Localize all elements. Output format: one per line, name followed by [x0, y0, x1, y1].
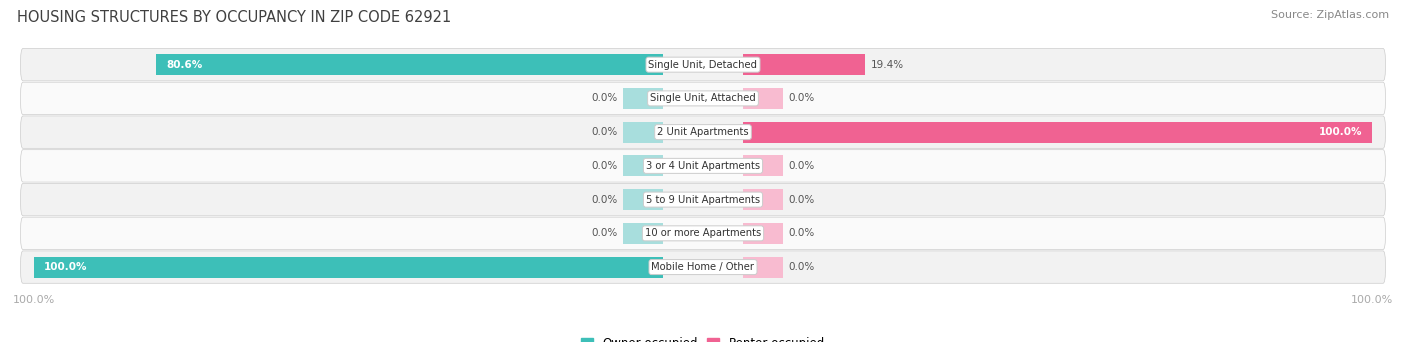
Bar: [34, 256, 662, 278]
Text: 3 or 4 Unit Apartments: 3 or 4 Unit Apartments: [645, 161, 761, 171]
Text: Single Unit, Detached: Single Unit, Detached: [648, 60, 758, 70]
FancyBboxPatch shape: [21, 116, 1385, 148]
Text: HOUSING STRUCTURES BY OCCUPANCY IN ZIP CODE 62921: HOUSING STRUCTURES BY OCCUPANCY IN ZIP C…: [17, 10, 451, 25]
Bar: [744, 256, 783, 278]
FancyBboxPatch shape: [21, 82, 1385, 115]
Text: 10 or more Apartments: 10 or more Apartments: [645, 228, 761, 238]
Bar: [744, 122, 1372, 143]
Bar: [156, 54, 662, 75]
Legend: Owner-occupied, Renter-occupied: Owner-occupied, Renter-occupied: [576, 332, 830, 342]
Text: 0.0%: 0.0%: [789, 93, 815, 103]
FancyBboxPatch shape: [21, 150, 1385, 182]
Text: 0.0%: 0.0%: [789, 228, 815, 238]
Bar: [744, 54, 865, 75]
FancyBboxPatch shape: [21, 217, 1385, 250]
Bar: [744, 223, 783, 244]
Text: 0.0%: 0.0%: [591, 195, 617, 205]
Text: 2 Unit Apartments: 2 Unit Apartments: [657, 127, 749, 137]
FancyBboxPatch shape: [21, 49, 1385, 81]
Bar: [623, 88, 662, 109]
Text: Source: ZipAtlas.com: Source: ZipAtlas.com: [1271, 10, 1389, 20]
Bar: [623, 223, 662, 244]
Text: 5 to 9 Unit Apartments: 5 to 9 Unit Apartments: [645, 195, 761, 205]
Bar: [623, 189, 662, 210]
Bar: [744, 88, 783, 109]
Text: 0.0%: 0.0%: [591, 93, 617, 103]
FancyBboxPatch shape: [21, 251, 1385, 283]
Text: 100.0%: 100.0%: [1319, 127, 1362, 137]
Bar: [623, 122, 662, 143]
Text: 100.0%: 100.0%: [44, 262, 87, 272]
FancyBboxPatch shape: [21, 183, 1385, 216]
Text: 0.0%: 0.0%: [789, 195, 815, 205]
Text: 0.0%: 0.0%: [591, 228, 617, 238]
Bar: [744, 155, 783, 176]
Text: 0.0%: 0.0%: [789, 262, 815, 272]
Text: 0.0%: 0.0%: [789, 161, 815, 171]
Bar: [744, 189, 783, 210]
Text: 0.0%: 0.0%: [591, 127, 617, 137]
Bar: [623, 155, 662, 176]
Text: Mobile Home / Other: Mobile Home / Other: [651, 262, 755, 272]
Text: 0.0%: 0.0%: [591, 161, 617, 171]
Text: 19.4%: 19.4%: [870, 60, 904, 70]
Text: Single Unit, Attached: Single Unit, Attached: [650, 93, 756, 103]
Text: 80.6%: 80.6%: [166, 60, 202, 70]
